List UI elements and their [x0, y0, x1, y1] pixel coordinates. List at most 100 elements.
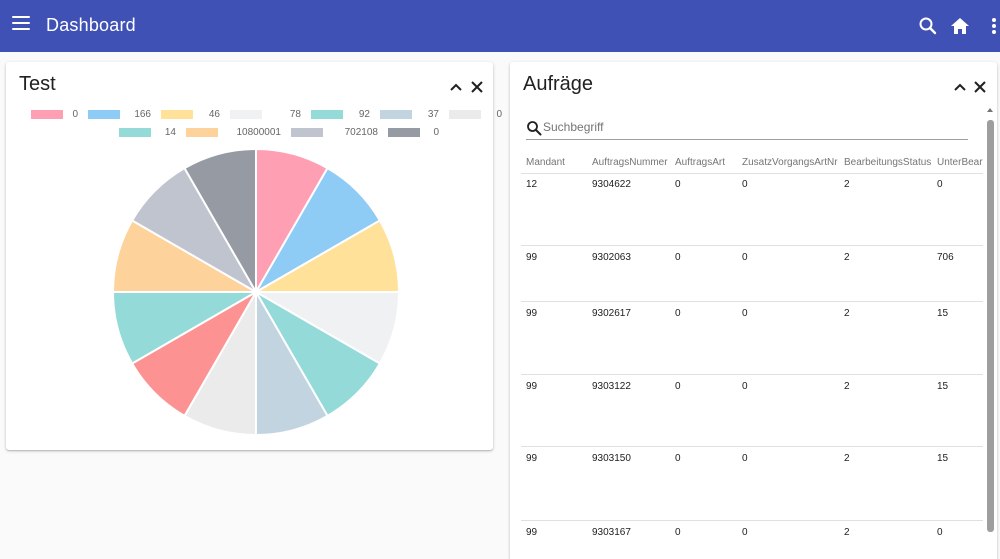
column-header[interactable]: Mandant	[526, 157, 565, 168]
scroll-up-arrow-icon[interactable]	[986, 106, 994, 114]
home-icon[interactable]	[948, 14, 972, 38]
legend-value: 37	[427, 108, 439, 120]
table-cell: 2	[844, 179, 850, 190]
search-input[interactable]	[543, 120, 963, 134]
table-cell: 0	[675, 453, 681, 464]
table-row[interactable]: 99 9302617 0 0 2 15	[521, 301, 983, 374]
search-icon[interactable]	[916, 14, 940, 38]
row-divider	[521, 301, 983, 302]
table-cell: 0	[675, 381, 681, 392]
table-cell: 0	[937, 527, 943, 538]
legend-value: 10800001	[236, 126, 282, 138]
table-cell: 9303150	[592, 453, 631, 464]
close-icon[interactable]	[970, 77, 990, 97]
row-divider	[521, 446, 983, 447]
pie-slice[interactable]	[183, 147, 257, 296]
table-cell: 15	[937, 381, 949, 392]
legend-item[interactable]: 37	[380, 109, 439, 120]
table-cell: 706	[937, 252, 954, 263]
table-cell: 0	[742, 252, 748, 263]
legend-item[interactable]: 78	[230, 109, 301, 120]
legend-value: 0	[72, 108, 78, 120]
table-cell: 0	[675, 179, 681, 190]
legend-value: 78	[289, 108, 301, 120]
test-card-title: Test	[19, 73, 56, 95]
chevron-up-icon[interactable]	[950, 77, 970, 97]
table-cell: 0	[742, 453, 748, 464]
legend-item[interactable]: 0	[388, 127, 439, 138]
table-cell: 9302617	[592, 308, 631, 319]
legend-swatch	[291, 127, 323, 137]
table-cell: 9302063	[592, 252, 631, 263]
table-cell: 0	[675, 308, 681, 319]
header-divider	[521, 173, 983, 174]
pie-chart	[111, 147, 401, 437]
legend-item[interactable]: 10800001	[186, 127, 281, 138]
table-cell: 0	[742, 381, 748, 392]
legend-value: 702108	[344, 126, 378, 138]
legend-item[interactable]: 166	[88, 109, 151, 120]
search-field[interactable]	[526, 118, 968, 140]
column-header[interactable]: UnterBeart	[937, 157, 983, 168]
table-cell: 9303167	[592, 527, 631, 538]
legend-item[interactable]: 46	[161, 109, 220, 120]
table-cell: 15	[937, 308, 949, 319]
table-cell: 15	[937, 453, 949, 464]
row-divider	[521, 245, 983, 246]
column-header[interactable]: ZusatzVorgangsArtNr	[742, 157, 838, 168]
close-icon[interactable]	[467, 77, 487, 97]
legend-item[interactable]: 0	[449, 109, 502, 120]
table-cell: 99	[526, 308, 538, 319]
table-cell: 0	[742, 308, 748, 319]
row-divider	[521, 520, 983, 521]
table-row[interactable]: 12 9304622 0 0 2 0	[521, 172, 983, 245]
table-row[interactable]: 99 9302063 0 0 2 706	[521, 245, 983, 301]
orders-card	[510, 62, 997, 559]
legend-swatch	[311, 109, 343, 119]
chevron-up-icon[interactable]	[446, 77, 466, 97]
legend-swatch	[230, 109, 262, 119]
scrollbar-thumb[interactable]	[987, 120, 994, 532]
legend-value: 166	[134, 108, 151, 120]
table-row[interactable]: 99 9303122 0 0 2 15	[521, 374, 983, 446]
legend-value: 14	[164, 126, 176, 138]
legend-swatch	[380, 109, 412, 119]
table-cell: 0	[742, 179, 748, 190]
column-header[interactable]: AuftragsNummer	[592, 157, 668, 168]
legend-row: 016646789237074	[31, 108, 573, 120]
row-divider	[521, 374, 983, 375]
table-row[interactable]: 99 9303150 0 0 2 15	[521, 446, 983, 520]
search-icon	[527, 121, 542, 136]
app-bar: Dashboard	[0, 0, 1000, 52]
legend-row: 14 10800001 702108 0	[119, 126, 449, 138]
legend-item[interactable]: 0	[31, 109, 78, 120]
menu-icon[interactable]	[12, 16, 30, 30]
table-cell: 9304622	[592, 179, 631, 190]
table-cell: 2	[844, 252, 850, 263]
table-cell: 9303122	[592, 381, 631, 392]
legend-value: 46	[208, 108, 220, 120]
table-cell: 99	[526, 527, 538, 538]
column-header[interactable]: AuftragsArt	[675, 157, 726, 168]
legend-item[interactable]: 92	[311, 109, 370, 120]
legend-item[interactable]: 14	[119, 127, 176, 138]
legend-swatch	[186, 127, 218, 137]
table-cell: 99	[526, 381, 538, 392]
column-header[interactable]: BearbeitungsStatus	[844, 157, 932, 168]
legend-swatch	[31, 109, 63, 119]
table-row[interactable]: 99 9303167 0 0 2 0	[521, 520, 983, 559]
table-cell: 99	[526, 252, 538, 263]
legend-item[interactable]: 702108	[291, 127, 378, 138]
table-cell: 12	[526, 179, 538, 190]
table-cell: 0	[937, 179, 943, 190]
orders-card-title: Aufräge	[523, 73, 594, 95]
table-cell: 2	[844, 453, 850, 464]
app-title: Dashboard	[46, 15, 136, 35]
table-cell: 2	[844, 527, 850, 538]
more-vert-icon[interactable]	[984, 14, 1000, 38]
legend-value: 0	[496, 108, 502, 120]
legend-swatch	[161, 109, 193, 119]
orders-table: Mandant AuftragsNummer AuftragsArt ZusatzVo…	[521, 150, 983, 559]
legend-swatch	[449, 109, 481, 119]
table-cell: 2	[844, 381, 850, 392]
